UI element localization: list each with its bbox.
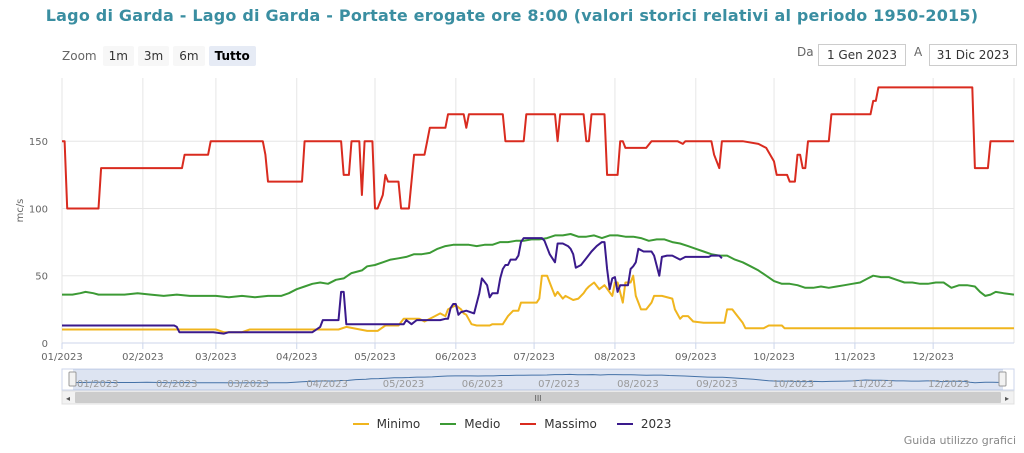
navigator-label-1: 02/2023: [156, 379, 198, 390]
navigator-label-11: 12/2023: [928, 379, 970, 390]
x-tick-label-1: 02/2023: [122, 352, 164, 363]
x-axis: 01/2023 02/2023 03/2023 04/2023 05/2023 06/20…: [41, 342, 1014, 363]
scrollbar-right-arrow: ▸: [1005, 394, 1009, 403]
scrollbar-left-arrow: ◂: [66, 394, 70, 403]
legend-label-minimo: Minimo: [376, 417, 421, 431]
navigator-label-3: 04/2023: [306, 379, 348, 390]
legend-label-medio: Medio: [464, 417, 501, 431]
series-line-minimo: [62, 274, 1014, 334]
navigator-handle-left: [68, 371, 77, 387]
series-line-massimo: [62, 86, 1014, 210]
legend-swatch-2023: [616, 423, 633, 425]
x-tick-label-5: 06/2023: [435, 352, 477, 363]
navigator-selection: [73, 369, 1003, 390]
navigator-frame: [61, 368, 1015, 391]
zoom-button-3m[interactable]: 3m: [137, 46, 170, 66]
navigator-label-8: 09/2023: [696, 379, 738, 390]
navigator-label-6: 07/2023: [538, 379, 580, 390]
legend-swatch-massimo: [520, 423, 537, 425]
navigator[interactable]: 01/2023 02/2023 03/2023 04/2023 05/2023 06/20…: [61, 368, 1015, 405]
legend-item-minimo[interactable]: Minimo: [352, 417, 421, 431]
zoom-label: Zoom: [62, 49, 97, 63]
zoom-button-1m[interactable]: 1m: [102, 46, 134, 66]
x-tick-label-8: 09/2023: [675, 352, 717, 363]
legend-item-massimo[interactable]: Massimo: [520, 417, 597, 431]
x-tick-label-6: 07/2023: [513, 352, 555, 363]
chart-series: [62, 86, 1015, 335]
navigator-label-2: 03/2023: [227, 379, 269, 390]
y-axis: 0 50 100 150 mc/s: [15, 137, 48, 350]
y-tick-label-2: 100: [29, 204, 48, 215]
legend-label-massimo: Massimo: [544, 417, 597, 431]
navigator-label-0: 01/2023: [77, 379, 119, 390]
x-tick-label-4: 05/2023: [354, 352, 396, 363]
legend-item-medio[interactable]: Medio: [440, 417, 500, 431]
x-tick-label-10: 11/2023: [834, 352, 876, 363]
scrollbar-grip: III: [534, 394, 541, 403]
navigator-label-7: 08/2023: [617, 379, 659, 390]
chart-legend: Minimo Medio Massimo 2023: [0, 417, 1024, 431]
series-line-2023: [62, 237, 723, 335]
navigator-label-4: 05/2023: [383, 379, 425, 390]
legend-item-2023[interactable]: 2023: [616, 417, 672, 431]
legend-swatch-minimo: [352, 423, 369, 425]
x-tick-label-9: 10/2023: [753, 352, 795, 363]
x-tick-label-0: 01/2023: [41, 352, 83, 363]
navigator-handle-right: [998, 371, 1007, 387]
x-tick-label-2: 03/2023: [195, 352, 237, 363]
range-to-label: A: [914, 45, 923, 59]
legend-label-2023: 2023: [640, 417, 672, 431]
series-line-medio: [62, 233, 1015, 299]
y-axis-label: mc/s: [15, 199, 26, 223]
zoom-button-6m[interactable]: 6m: [173, 46, 205, 66]
chart-help-link[interactable]: Guida utilizzo grafici: [903, 434, 1016, 447]
navigator-label-9: 10/2023: [773, 379, 815, 390]
navigator-label-10: 11/2023: [852, 379, 894, 390]
y-tick-label-3: 150: [29, 137, 48, 148]
range-from-label: Da: [797, 45, 814, 59]
x-tick-label-3: 04/2023: [276, 352, 318, 363]
navigator-series-line: [73, 373, 1004, 384]
chart-title: Lago di Garda - Lago di Garda - Portate …: [45, 6, 979, 25]
scrollbar-thumb: [75, 392, 1001, 403]
navigator-label-5: 06/2023: [462, 379, 504, 390]
zoom-controls: Zoom 1m 3m 6m Tutto: [62, 46, 260, 66]
x-tick-label-7: 08/2023: [594, 352, 636, 363]
zoom-button-all[interactable]: Tutto: [208, 46, 256, 66]
x-tick-label-11: 12/2023: [912, 352, 954, 363]
range-to-input[interactable]: 31 Dic 2023: [929, 44, 1017, 66]
chart-grid: [61, 78, 1015, 344]
legend-swatch-medio: [440, 423, 457, 425]
y-tick-label-1: 50: [35, 272, 48, 283]
y-tick-label-0: 0: [42, 339, 48, 350]
range-from-input[interactable]: 1 Gen 2023: [818, 44, 906, 66]
